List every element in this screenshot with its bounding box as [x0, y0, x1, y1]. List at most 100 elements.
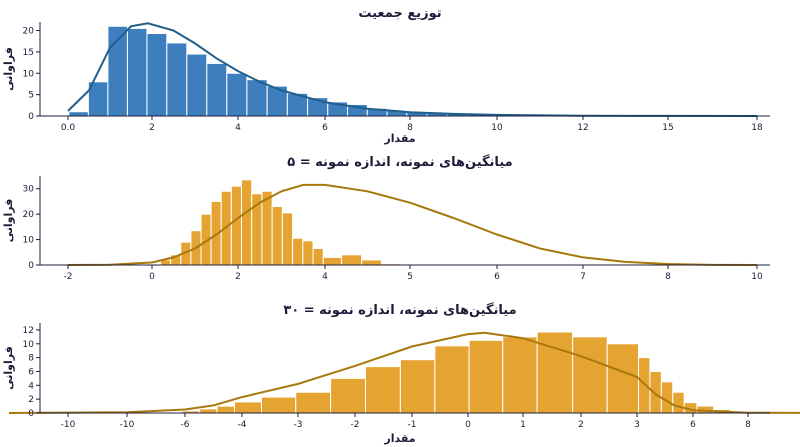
histogram-bar: [341, 254, 363, 266]
histogram-bar: [186, 53, 208, 117]
histogram-bar: [230, 185, 242, 266]
x-tick-label: 7: [580, 272, 586, 282]
x-tick-label: 8: [745, 420, 751, 430]
histogram-bar: [322, 256, 343, 266]
histogram-bar: [468, 339, 504, 414]
y-axis-label: فراوانی: [2, 199, 15, 243]
histogram-bar: [126, 27, 148, 117]
x-tick-label: 2: [235, 272, 241, 282]
panel-title: میانگین‌های نمونه، اندازه نمونه = ۵: [287, 154, 512, 170]
histogram-bar: [364, 366, 401, 414]
y-tick-label: 0: [28, 112, 34, 122]
y-tick-label: 20: [23, 27, 35, 37]
y-tick-label: 8: [28, 354, 34, 364]
x-tick-label: 6: [494, 272, 500, 282]
x-tick-label: 2: [149, 123, 155, 133]
x-tick-label: -10: [120, 420, 135, 430]
density-curve: [67, 22, 758, 117]
y-axis-label: فراوانی: [2, 346, 15, 390]
histogram-bar: [166, 42, 188, 117]
histogram-bar: [606, 343, 639, 414]
histogram-bar: [271, 206, 283, 266]
y-tick-label: 30: [23, 185, 35, 195]
histogram-bar: [502, 336, 538, 414]
panel-1: توزیع جمعیت فراوانی 0 5 10 15 20 0.0 2 4 6 8 10 12 15 1…: [2, 6, 770, 145]
y-tick-label: 10: [23, 340, 35, 350]
histogram-bar: [399, 359, 436, 414]
histogram-bar: [261, 190, 273, 266]
x-tick-label: -4: [238, 420, 247, 430]
x-tick-label: 8: [665, 272, 671, 282]
histogram-bar: [240, 179, 253, 266]
histogram-bar: [295, 391, 332, 414]
histogram-bar: [637, 357, 651, 414]
y-tick-label: 0: [28, 409, 34, 419]
histogram-bar: [572, 336, 608, 414]
x-tick-label: 5: [407, 272, 413, 282]
histogram-bar: [233, 401, 262, 414]
panel-3: میانگین‌های نمونه، اندازه نمونه = ۳۰ فراو…: [2, 302, 800, 445]
histogram-bar: [68, 111, 89, 117]
histogram-bar: [672, 391, 685, 414]
histogram-bar: [536, 331, 574, 414]
x-tick-label: -2: [64, 272, 73, 282]
x-tick-label: 0: [149, 272, 155, 282]
histogram-bar: [206, 62, 228, 117]
histogram-bar: [434, 345, 470, 414]
y-tick-label: 10: [23, 236, 35, 246]
histogram-bar: [216, 405, 235, 414]
y-tick-label: 12: [23, 326, 34, 336]
x-tick-label: 1: [520, 420, 526, 430]
x-tick-label: 4: [235, 123, 241, 133]
histogram-bar: [260, 396, 297, 414]
x-tick-label: 3: [634, 420, 640, 430]
x-tick-label: -1: [408, 420, 417, 430]
x-tick-label: 2: [578, 420, 584, 430]
x-tick-label: 18: [751, 123, 763, 133]
panel-title: توزیع جمعیت: [358, 6, 441, 21]
histogram-bar: [660, 381, 674, 414]
x-tick-label: 6: [322, 123, 328, 133]
x-tick-label: -2: [351, 420, 360, 430]
x-tick-label: 0: [465, 420, 471, 430]
bars-group: [68, 25, 613, 117]
x-axis-label: مقدار: [383, 432, 415, 445]
bars-group: [181, 331, 732, 414]
y-tick-label: 20: [23, 210, 35, 220]
y-tick-label: 2: [28, 395, 34, 405]
x-tick-label: 15: [662, 123, 673, 133]
histogram-bar: [146, 33, 168, 117]
histogram-bar: [246, 79, 268, 117]
density-curve: [8, 331, 800, 414]
density-curve: [67, 183, 758, 266]
x-tick-label: 6: [690, 420, 696, 430]
x-tick-label: 12: [577, 123, 588, 133]
y-tick-label: 0: [28, 261, 34, 271]
x-tick-label: -3: [294, 420, 303, 430]
y-tick-label: 15: [23, 48, 34, 58]
panel-2: میانگین‌های نمونه، اندازه نمونه = ۵ فراوا…: [2, 154, 770, 282]
x-tick-label: -6: [181, 420, 190, 430]
y-axis-label: فراوانی: [2, 47, 15, 91]
x-tick-label: 4: [322, 272, 328, 282]
histogram-bar: [312, 247, 324, 266]
histogram-bar: [361, 259, 383, 266]
x-tick-label: 0.0: [61, 123, 76, 133]
histogram-bar: [281, 212, 294, 266]
histogram-bar: [292, 237, 304, 266]
x-tick-label: -10: [61, 420, 76, 430]
y-tick-label: 6: [28, 367, 34, 377]
histogram-bar: [330, 377, 366, 414]
panel-title: میانگین‌های نمونه، اندازه نمونه = ۳۰: [283, 302, 516, 318]
histogram-bar: [649, 370, 662, 414]
histogram-bar: [226, 72, 248, 117]
y-tick-label: 4: [28, 381, 34, 391]
x-axis-label: مقدار: [383, 132, 415, 145]
y-tick-label: 10: [23, 69, 35, 79]
y-tick-label: 5: [28, 91, 34, 101]
x-tick-label: 8: [407, 123, 413, 133]
x-tick-label: 10: [491, 123, 503, 133]
x-tick-label: 10: [751, 272, 763, 282]
histogram-bar: [302, 240, 314, 266]
